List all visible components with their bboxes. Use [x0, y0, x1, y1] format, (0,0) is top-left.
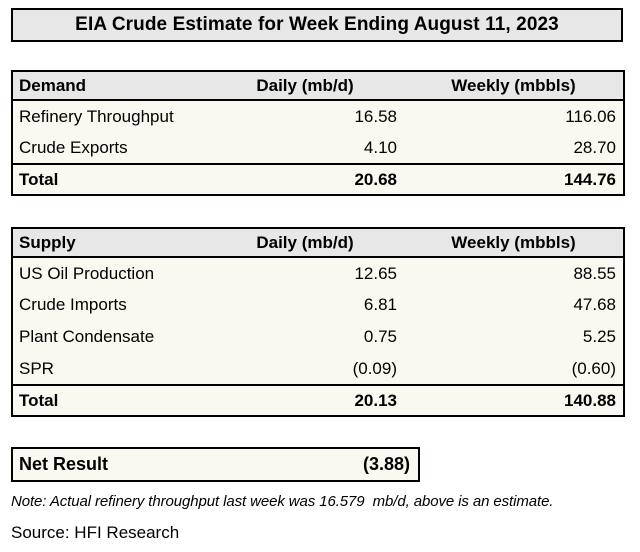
- supply-header-weekly: Weekly (mbbls): [404, 228, 624, 258]
- table-row: Refinery Throughput 16.58 116.06: [12, 100, 624, 132]
- row-weekly-value: 47.68: [404, 289, 624, 321]
- row-weekly-value: 28.70: [404, 132, 624, 164]
- row-daily-value: 0.75: [206, 321, 404, 353]
- demand-table: Demand Daily (mb/d) Weekly (mbbls) Refin…: [11, 70, 625, 196]
- table-row: Plant Condensate 0.75 5.25: [12, 321, 624, 353]
- row-daily-value: 6.81: [206, 289, 404, 321]
- total-daily-value: 20.13: [206, 384, 404, 416]
- row-daily-value: 4.10: [206, 132, 404, 164]
- table-row: US Oil Production 12.65 88.55: [12, 257, 624, 289]
- table-row: Crude Imports 6.81 47.68: [12, 289, 624, 321]
- row-label: Plant Condensate: [12, 321, 206, 353]
- net-result-value: (3.88): [362, 454, 410, 474]
- supply-table: Supply Daily (mb/d) Weekly (mbbls) US Oi…: [11, 227, 625, 417]
- row-label: Crude Exports: [12, 132, 206, 164]
- total-label: Total: [12, 384, 206, 416]
- row-label: SPR: [12, 353, 206, 385]
- total-label: Total: [12, 163, 206, 195]
- supply-header-daily: Daily (mb/d): [206, 228, 404, 258]
- footnote: Note: Actual refinery throughput last we…: [11, 493, 554, 510]
- row-label: Refinery Throughput: [12, 100, 206, 132]
- title-bar: EIA Crude Estimate for Week Ending Augus…: [11, 8, 623, 42]
- row-label: Crude Imports: [12, 289, 206, 321]
- total-daily-value: 20.68: [206, 163, 404, 195]
- supply-header-category: Supply: [12, 228, 206, 258]
- table-total-row: Total 20.13 140.88: [12, 384, 624, 416]
- table-total-row: Total 20.68 144.76: [12, 163, 624, 195]
- source-attribution: Source: HFI Research: [11, 523, 180, 542]
- row-weekly-value: 116.06: [404, 100, 624, 132]
- supply-header-row: Supply Daily (mb/d) Weekly (mbbls): [12, 228, 624, 258]
- demand-header-weekly: Weekly (mbbls): [404, 71, 624, 101]
- table-row: SPR (0.09) (0.60): [12, 353, 624, 385]
- total-weekly-value: 140.88: [404, 384, 624, 416]
- row-weekly-value: 88.55: [404, 257, 624, 289]
- row-weekly-value: 5.25: [404, 321, 624, 353]
- net-result-box: Net Result (3.88): [11, 447, 420, 482]
- page-title: EIA Crude Estimate for Week Ending Augus…: [75, 14, 559, 35]
- row-daily-value: 12.65: [206, 257, 404, 289]
- demand-header-row: Demand Daily (mb/d) Weekly (mbbls): [12, 71, 624, 101]
- row-daily-value: (0.09): [206, 353, 404, 385]
- total-weekly-value: 144.76: [404, 163, 624, 195]
- table-row: Crude Exports 4.10 28.70: [12, 132, 624, 164]
- row-daily-value: 16.58: [206, 100, 404, 132]
- demand-header-daily: Daily (mb/d): [206, 71, 404, 101]
- demand-header-category: Demand: [12, 71, 206, 101]
- row-weekly-value: (0.60): [404, 353, 624, 385]
- row-label: US Oil Production: [12, 257, 206, 289]
- net-result-label: Net Result: [19, 454, 109, 474]
